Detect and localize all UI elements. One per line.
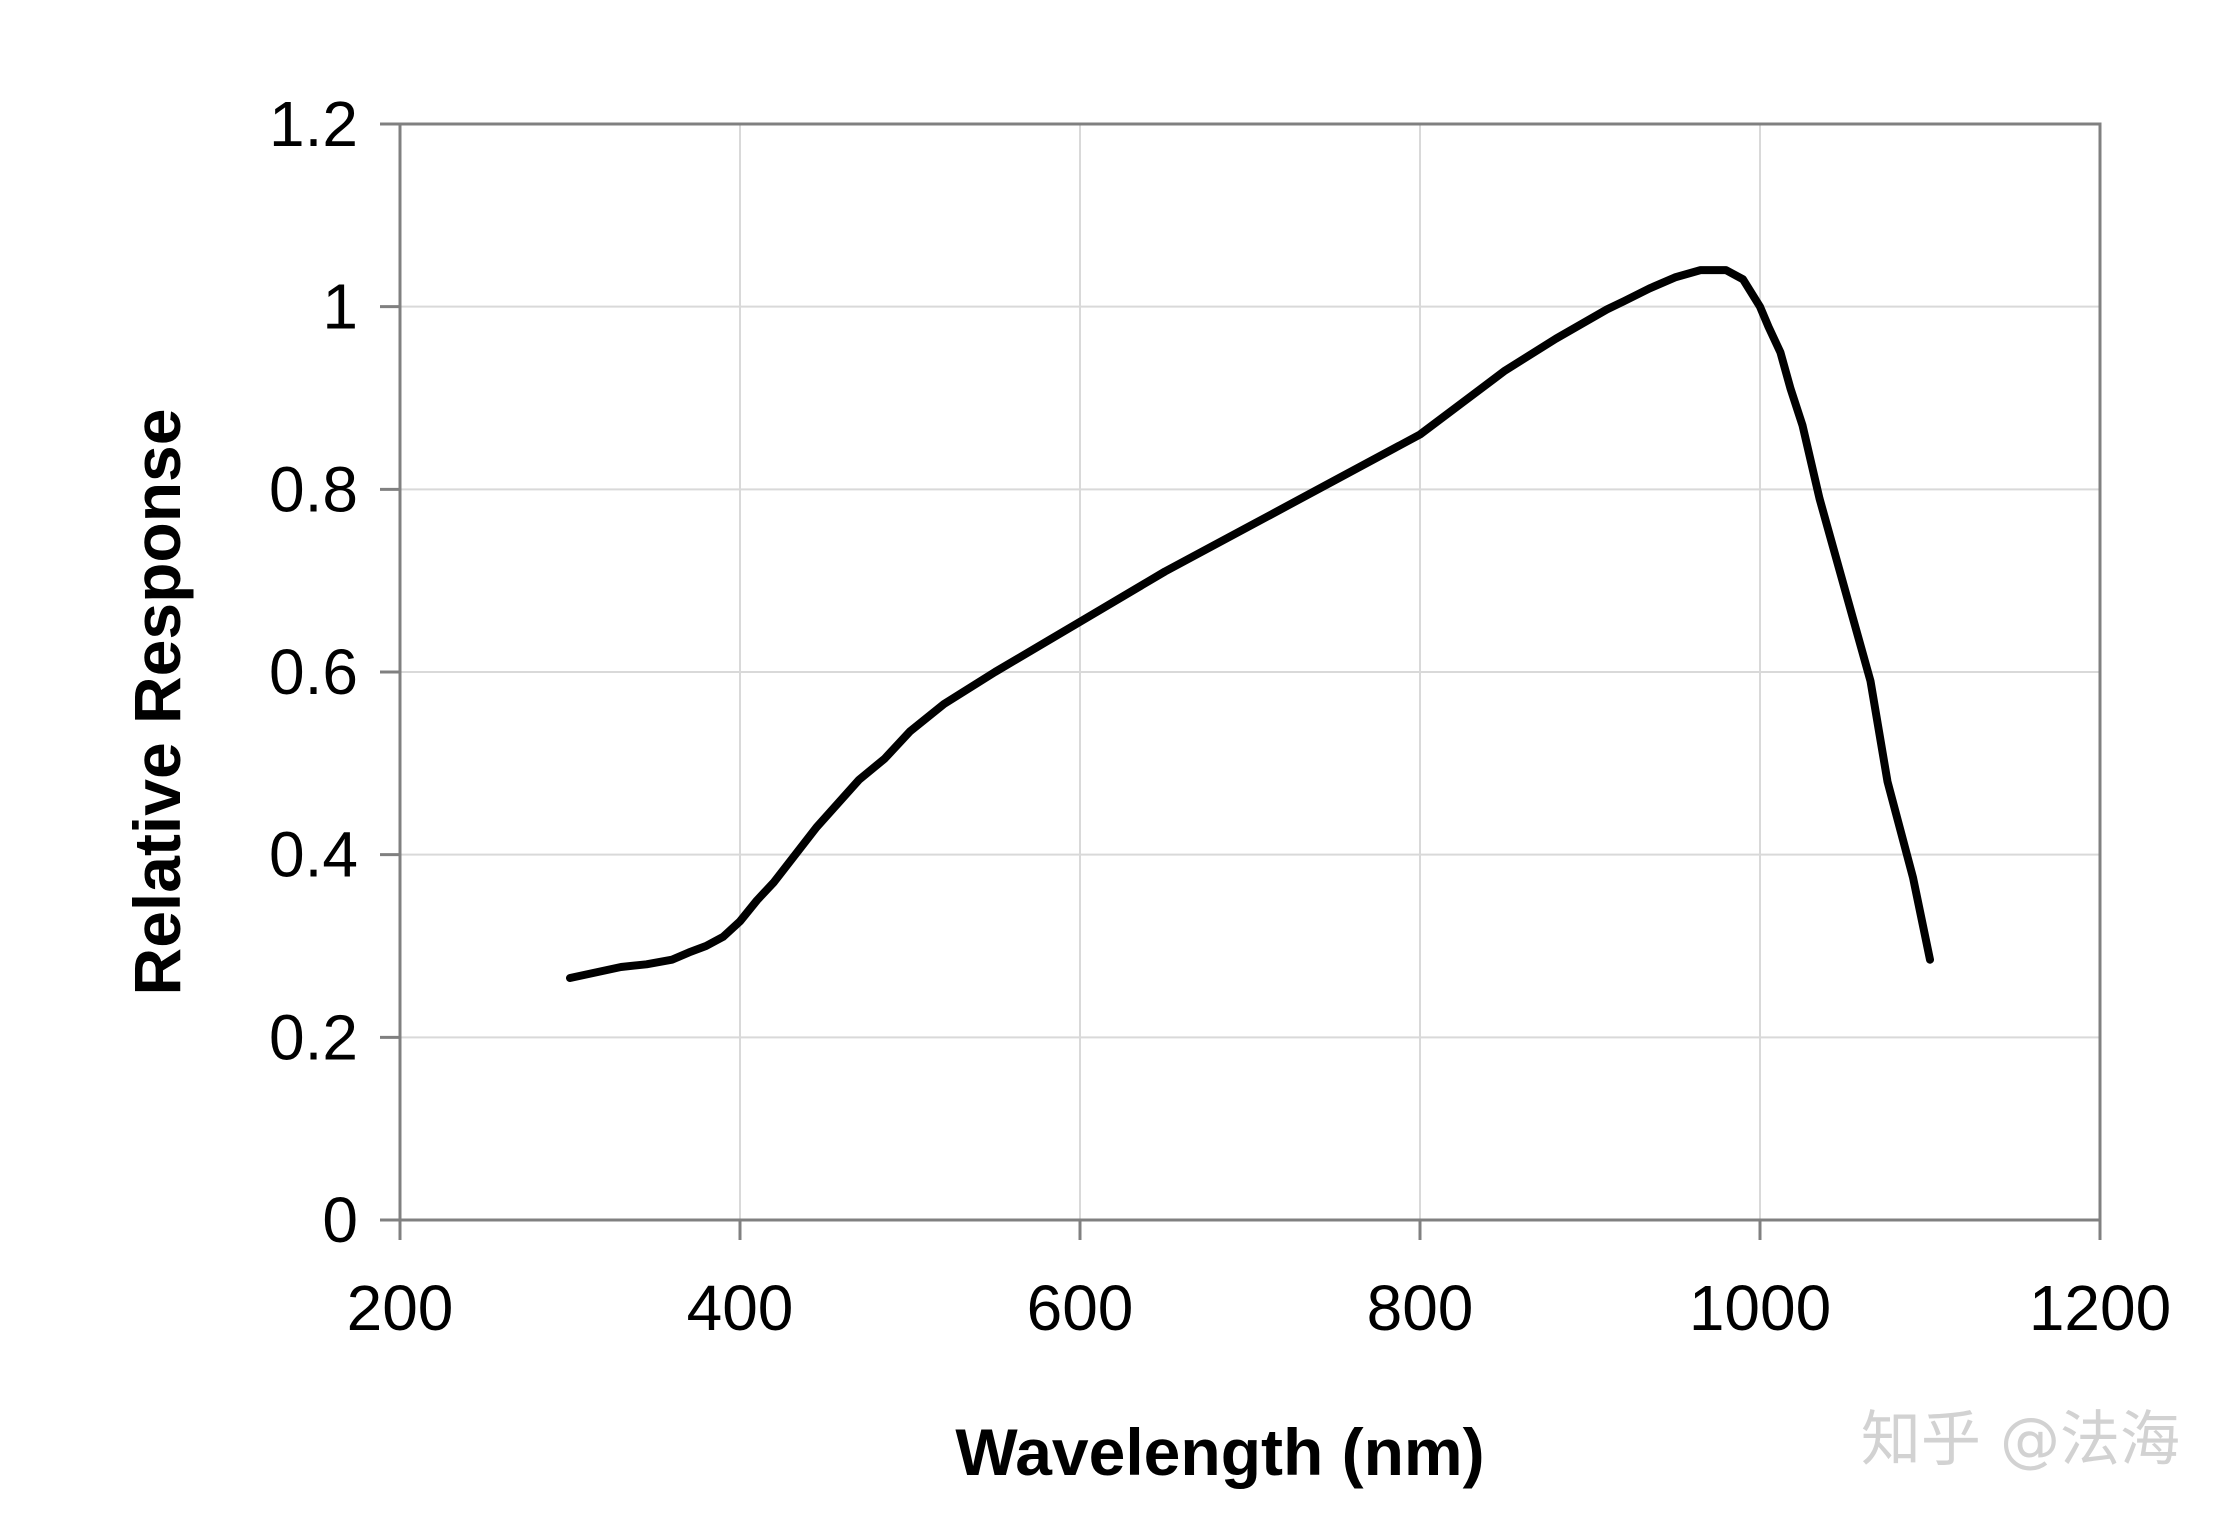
y-tick-label: 0 — [322, 1184, 358, 1256]
series-group — [566, 266, 1934, 982]
gridlines — [400, 124, 2100, 1220]
y-tick-label: 0.6 — [269, 636, 358, 708]
x-tick-label: 200 — [347, 1272, 454, 1344]
y-tick-label: 0.8 — [269, 453, 358, 525]
x-tick-label: 400 — [687, 1272, 794, 1344]
watermark-text: 知乎 @法海 — [1861, 1405, 2180, 1475]
y-axis-title: Relative Response — [120, 409, 194, 996]
y-tick-label: 0.2 — [269, 1001, 358, 1073]
x-tick-label: 1000 — [1689, 1272, 1831, 1344]
tick-labels: 0 0.2 0.4 0.6 0.8 1 1.2 200 400 600 800 1000 1200 — [269, 88, 2171, 1344]
x-tick-label: 600 — [1027, 1272, 1134, 1344]
y-tick-label: 1.2 — [269, 88, 358, 160]
x-tick-label: 800 — [1367, 1272, 1474, 1344]
x-axis-title: Wavelength (nm) — [955, 1415, 1484, 1489]
y-tick-label: 0.4 — [269, 819, 358, 891]
x-tick-label: 1200 — [2029, 1272, 2171, 1344]
response-curve-line — [566, 266, 1934, 982]
y-tick-label: 1 — [322, 271, 358, 343]
axes — [380, 122, 2102, 1240]
